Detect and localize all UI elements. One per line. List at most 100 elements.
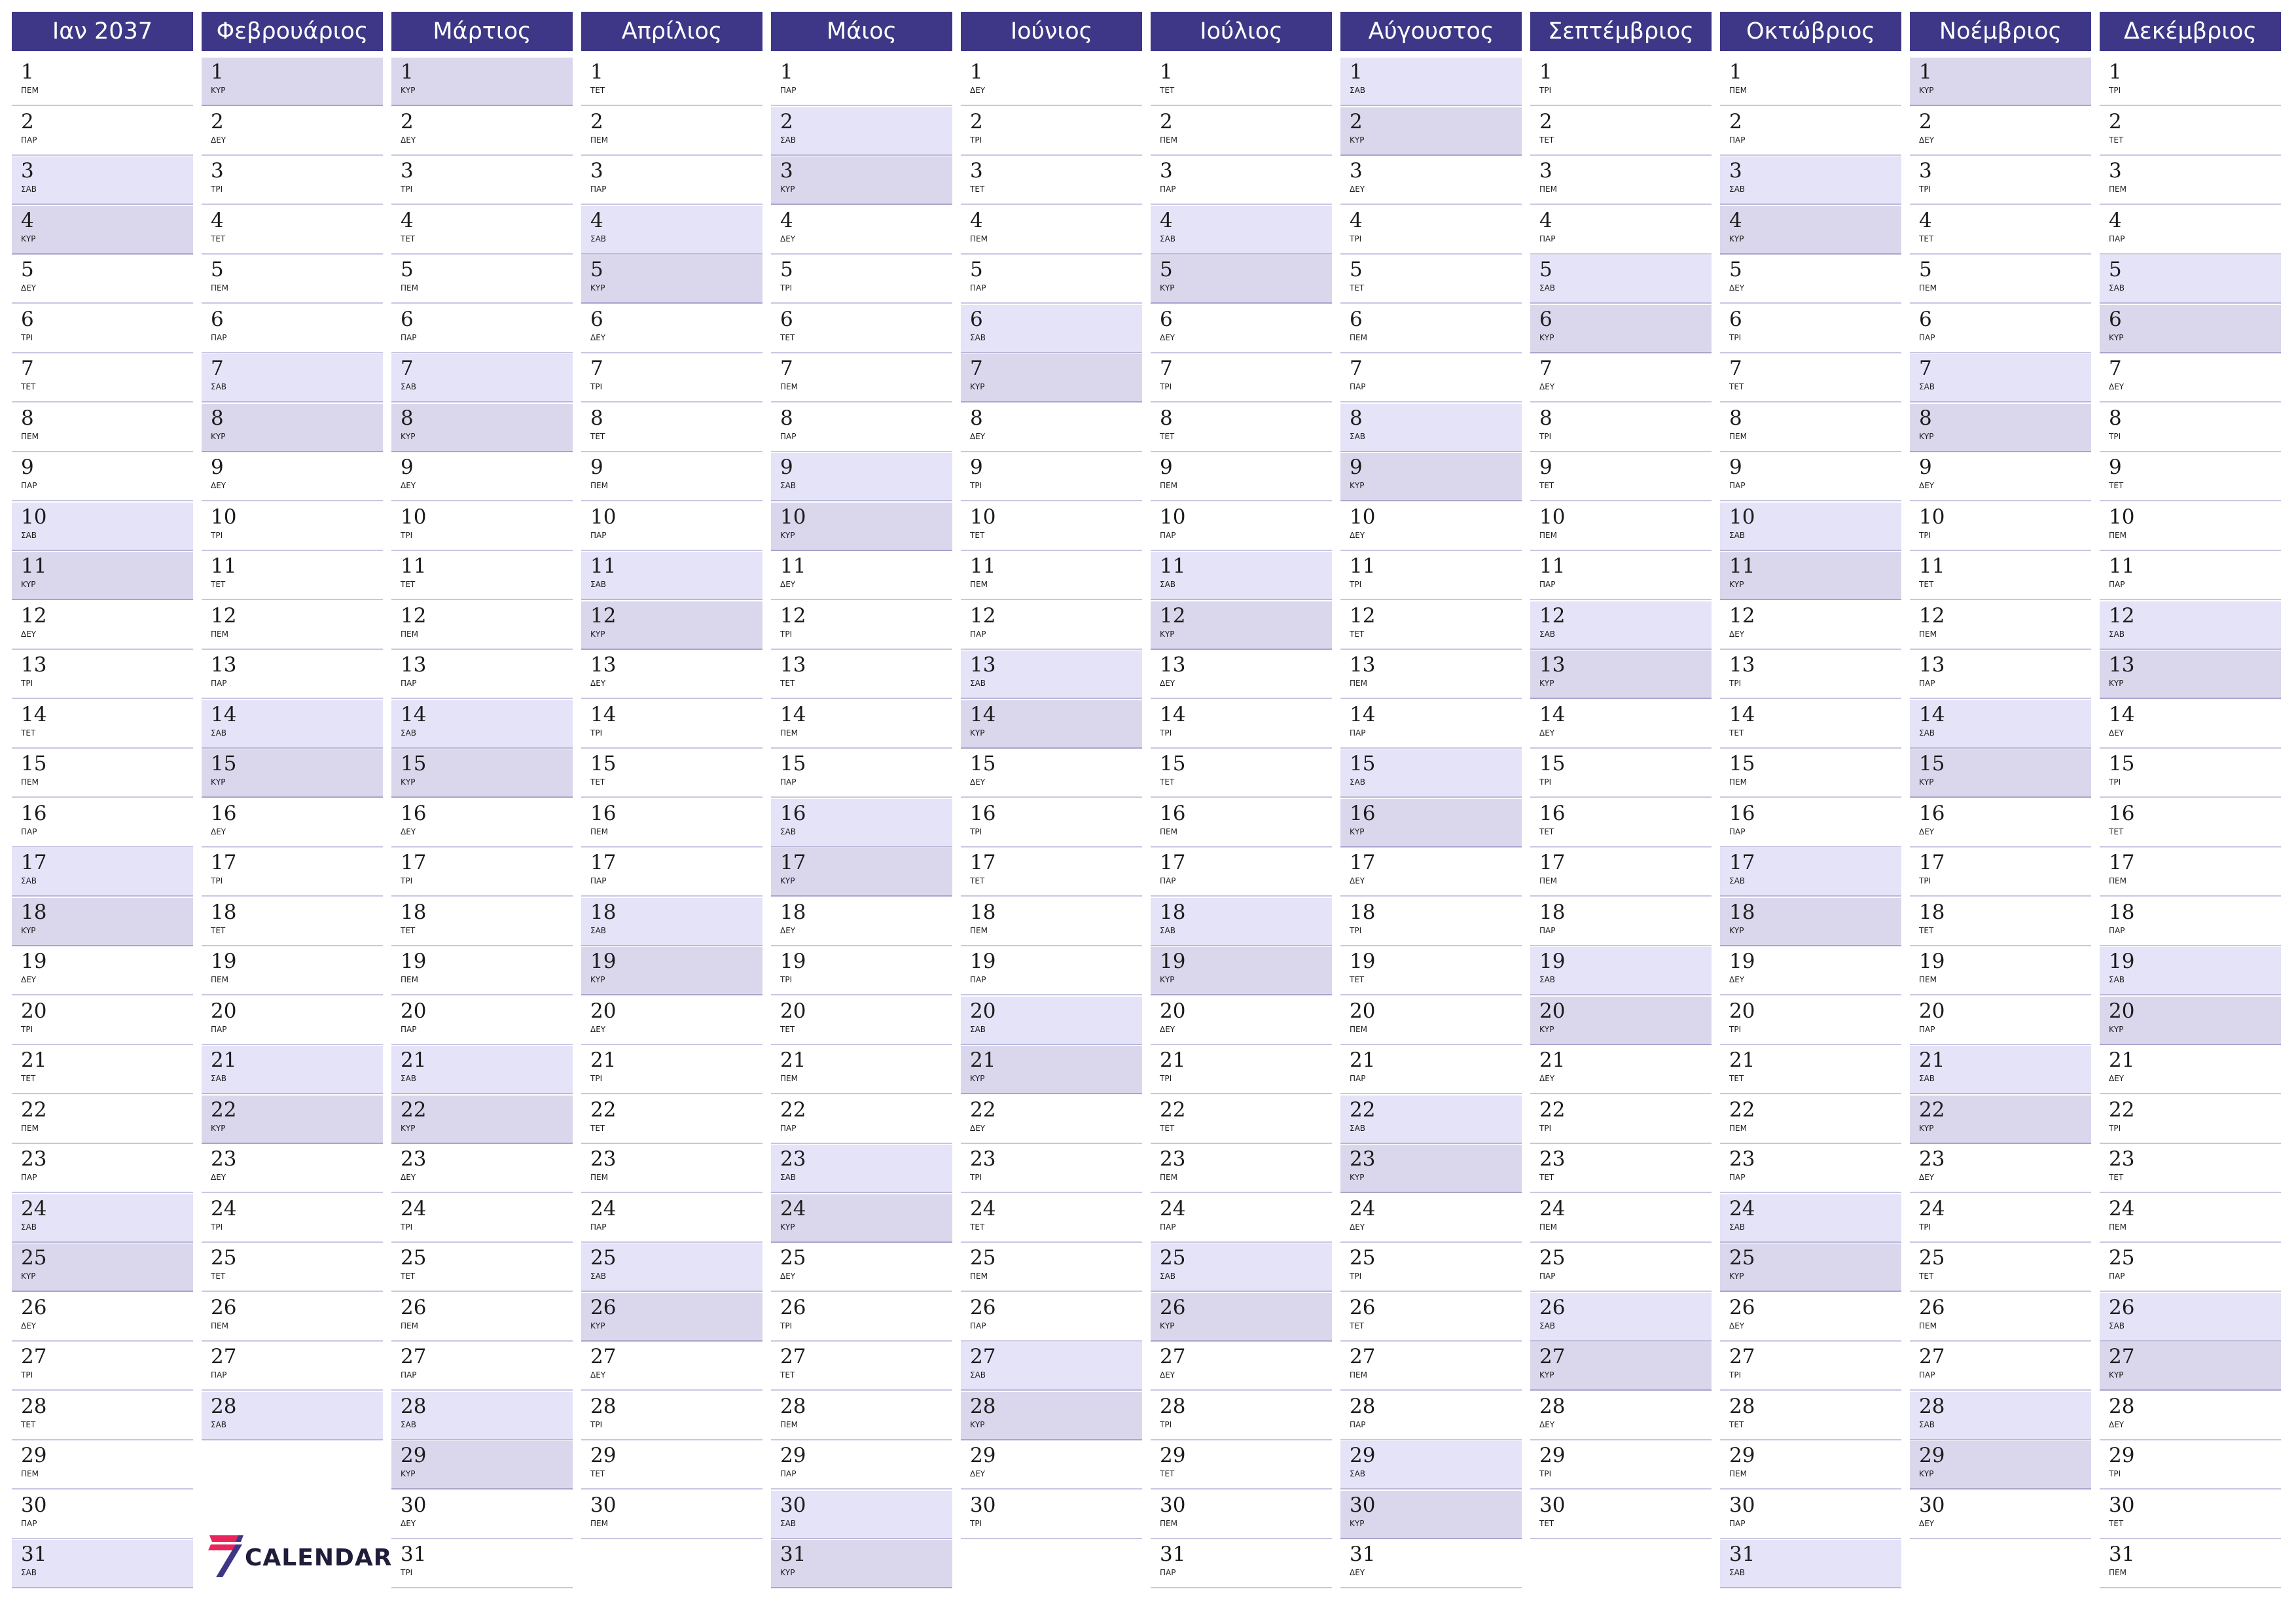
day-cell[interactable]: 28 ΔΕΥ: [2100, 1392, 2281, 1440]
day-cell[interactable]: 29 ΤΕΤ: [581, 1441, 762, 1489]
day-cell[interactable]: 17 ΤΡΙ: [391, 848, 573, 897]
day-cell[interactable]: 19 ΤΡΙ: [771, 947, 952, 995]
day-cell[interactable]: 13 ΚΥΡ: [2100, 651, 2281, 699]
day-cell[interactable]: 4 ΚΥΡ: [12, 205, 193, 255]
day-cell[interactable]: 29 ΤΡΙ: [2100, 1441, 2281, 1489]
day-cell[interactable]: 6 ΤΡΙ: [12, 305, 193, 353]
day-cell[interactable]: 1 ΠΑΡ: [771, 58, 952, 106]
day-cell[interactable]: 25 ΤΕΤ: [202, 1243, 383, 1292]
day-cell[interactable]: 7 ΤΕΤ: [1720, 354, 1901, 402]
day-cell[interactable]: 11 ΚΥΡ: [12, 552, 193, 600]
day-cell[interactable]: 10 ΠΑΡ: [581, 503, 762, 551]
day-cell[interactable]: 21 ΤΕΤ: [12, 1046, 193, 1094]
day-cell[interactable]: 26 ΤΕΤ: [1340, 1293, 1522, 1342]
day-cell[interactable]: 12 ΠΕΜ: [202, 601, 383, 650]
day-cell[interactable]: 29 ΤΕΤ: [1151, 1441, 1332, 1489]
day-cell[interactable]: 26 ΚΥΡ: [581, 1293, 762, 1342]
day-cell[interactable]: 17 ΤΕΤ: [961, 848, 1142, 897]
day-cell[interactable]: 22 ΠΑΡ: [771, 1096, 952, 1144]
day-cell[interactable]: 31 ΣΑΒ: [12, 1540, 193, 1588]
day-cell[interactable]: 1 ΚΥΡ: [1910, 58, 2091, 106]
day-cell[interactable]: 26 ΠΕΜ: [391, 1293, 573, 1342]
day-cell[interactable]: 27 ΠΑΡ: [391, 1342, 573, 1391]
day-cell[interactable]: 5 ΠΕΜ: [391, 255, 573, 304]
day-cell[interactable]: 16 ΔΕΥ: [391, 799, 573, 847]
day-cell[interactable]: 18 ΤΕΤ: [391, 898, 573, 946]
day-cell[interactable]: 29 ΠΑΡ: [771, 1441, 952, 1489]
day-cell[interactable]: 8 ΤΡΙ: [2100, 404, 2281, 452]
day-cell[interactable]: 27 ΚΥΡ: [1530, 1342, 1712, 1391]
day-cell[interactable]: 8 ΠΕΜ: [12, 404, 193, 452]
day-cell[interactable]: 20 ΔΕΥ: [581, 997, 762, 1045]
day-cell[interactable]: 13 ΠΑΡ: [202, 651, 383, 699]
day-cell[interactable]: 29 ΣΑΒ: [1340, 1441, 1522, 1489]
day-cell[interactable]: 5 ΠΕΜ: [1910, 255, 2091, 304]
day-cell[interactable]: 16 ΠΕΜ: [1151, 799, 1332, 847]
day-cell[interactable]: 6 ΠΑΡ: [391, 305, 573, 353]
day-cell[interactable]: 17 ΔΕΥ: [1340, 848, 1522, 897]
day-cell[interactable]: 23 ΠΑΡ: [1720, 1145, 1901, 1193]
day-cell[interactable]: 31 ΚΥΡ: [771, 1540, 952, 1588]
day-cell[interactable]: 14 ΤΕΤ: [1720, 700, 1901, 749]
day-cell[interactable]: 12 ΔΕΥ: [1720, 601, 1901, 650]
day-cell[interactable]: 3 ΤΡΙ: [202, 156, 383, 205]
day-cell[interactable]: 1 ΤΡΙ: [1530, 58, 1712, 106]
day-cell[interactable]: 28 ΔΕΥ: [1530, 1392, 1712, 1440]
day-cell[interactable]: 2 ΤΕΤ: [2100, 107, 2281, 156]
day-cell[interactable]: 20 ΔΕΥ: [1151, 997, 1332, 1045]
day-cell[interactable]: 22 ΚΥΡ: [202, 1095, 383, 1144]
day-cell[interactable]: 31 ΠΕΜ: [2100, 1540, 2281, 1588]
day-cell[interactable]: 13 ΤΕΤ: [771, 651, 952, 699]
day-cell[interactable]: 9 ΠΕΜ: [581, 453, 762, 501]
day-cell[interactable]: 14 ΠΕΜ: [771, 700, 952, 749]
day-cell[interactable]: 28 ΣΑΒ: [391, 1391, 573, 1440]
day-cell[interactable]: 30 ΠΑΡ: [1720, 1491, 1901, 1539]
day-cell[interactable]: 20 ΠΑΡ: [202, 997, 383, 1045]
day-cell[interactable]: 5 ΠΕΜ: [202, 255, 383, 304]
day-cell[interactable]: 7 ΔΕΥ: [2100, 354, 2281, 402]
day-cell[interactable]: 3 ΚΥΡ: [771, 156, 952, 205]
day-cell[interactable]: 6 ΔΕΥ: [1151, 305, 1332, 353]
day-cell[interactable]: 28 ΠΑΡ: [1340, 1392, 1522, 1440]
day-cell[interactable]: 9 ΤΕΤ: [2100, 453, 2281, 501]
day-cell[interactable]: 14 ΚΥΡ: [961, 700, 1142, 749]
day-cell[interactable]: 4 ΤΕΤ: [202, 206, 383, 255]
day-cell[interactable]: 14 ΔΕΥ: [2100, 700, 2281, 749]
day-cell[interactable]: 18 ΠΑΡ: [1530, 898, 1712, 946]
day-cell[interactable]: 16 ΚΥΡ: [1340, 798, 1522, 847]
day-cell[interactable]: 18 ΠΕΜ: [961, 898, 1142, 946]
day-cell[interactable]: 7 ΤΡΙ: [1151, 354, 1332, 402]
day-cell[interactable]: 11 ΚΥΡ: [1720, 552, 1901, 600]
day-cell[interactable]: 28 ΣΑΒ: [1910, 1391, 2091, 1440]
day-cell[interactable]: 25 ΚΥΡ: [12, 1243, 193, 1292]
day-cell[interactable]: 17 ΠΕΜ: [1530, 848, 1712, 897]
day-cell[interactable]: 10 ΚΥΡ: [771, 502, 952, 551]
day-cell[interactable]: 14 ΤΡΙ: [581, 700, 762, 749]
day-cell[interactable]: 19 ΣΑΒ: [2100, 947, 2281, 995]
day-cell[interactable]: 24 ΠΑΡ: [1151, 1194, 1332, 1243]
day-cell[interactable]: 20 ΠΑΡ: [391, 997, 573, 1045]
day-cell[interactable]: 20 ΠΕΜ: [1340, 997, 1522, 1045]
day-cell[interactable]: 25 ΣΑΒ: [1151, 1243, 1332, 1292]
day-cell[interactable]: 28 ΤΡΙ: [581, 1392, 762, 1440]
day-cell[interactable]: 19 ΠΕΜ: [1910, 947, 2091, 995]
day-cell[interactable]: 9 ΔΕΥ: [1910, 453, 2091, 501]
day-cell[interactable]: 27 ΤΕΤ: [771, 1342, 952, 1391]
day-cell[interactable]: 2 ΠΕΜ: [581, 107, 762, 156]
day-cell[interactable]: 27 ΤΡΙ: [12, 1342, 193, 1391]
day-cell[interactable]: 4 ΔΕΥ: [771, 206, 952, 255]
day-cell[interactable]: 11 ΤΡΙ: [1340, 552, 1522, 600]
day-cell[interactable]: 7 ΤΡΙ: [581, 354, 762, 402]
day-cell[interactable]: 2 ΣΑΒ: [771, 107, 952, 156]
day-cell[interactable]: 12 ΚΥΡ: [581, 601, 762, 650]
day-cell[interactable]: 27 ΤΡΙ: [1720, 1342, 1901, 1391]
day-cell[interactable]: 29 ΠΕΜ: [1720, 1441, 1901, 1489]
day-cell[interactable]: 6 ΔΕΥ: [581, 305, 762, 353]
day-cell[interactable]: 24 ΠΑΡ: [581, 1194, 762, 1243]
day-cell[interactable]: 19 ΠΑΡ: [961, 947, 1142, 995]
day-cell[interactable]: 4 ΤΕΤ: [1910, 206, 2091, 255]
day-cell[interactable]: 21 ΣΑΒ: [1910, 1046, 2091, 1094]
day-cell[interactable]: 9 ΠΑΡ: [1720, 453, 1901, 501]
day-cell[interactable]: 26 ΣΑΒ: [1530, 1293, 1712, 1342]
day-cell[interactable]: 23 ΣΑΒ: [771, 1145, 952, 1193]
